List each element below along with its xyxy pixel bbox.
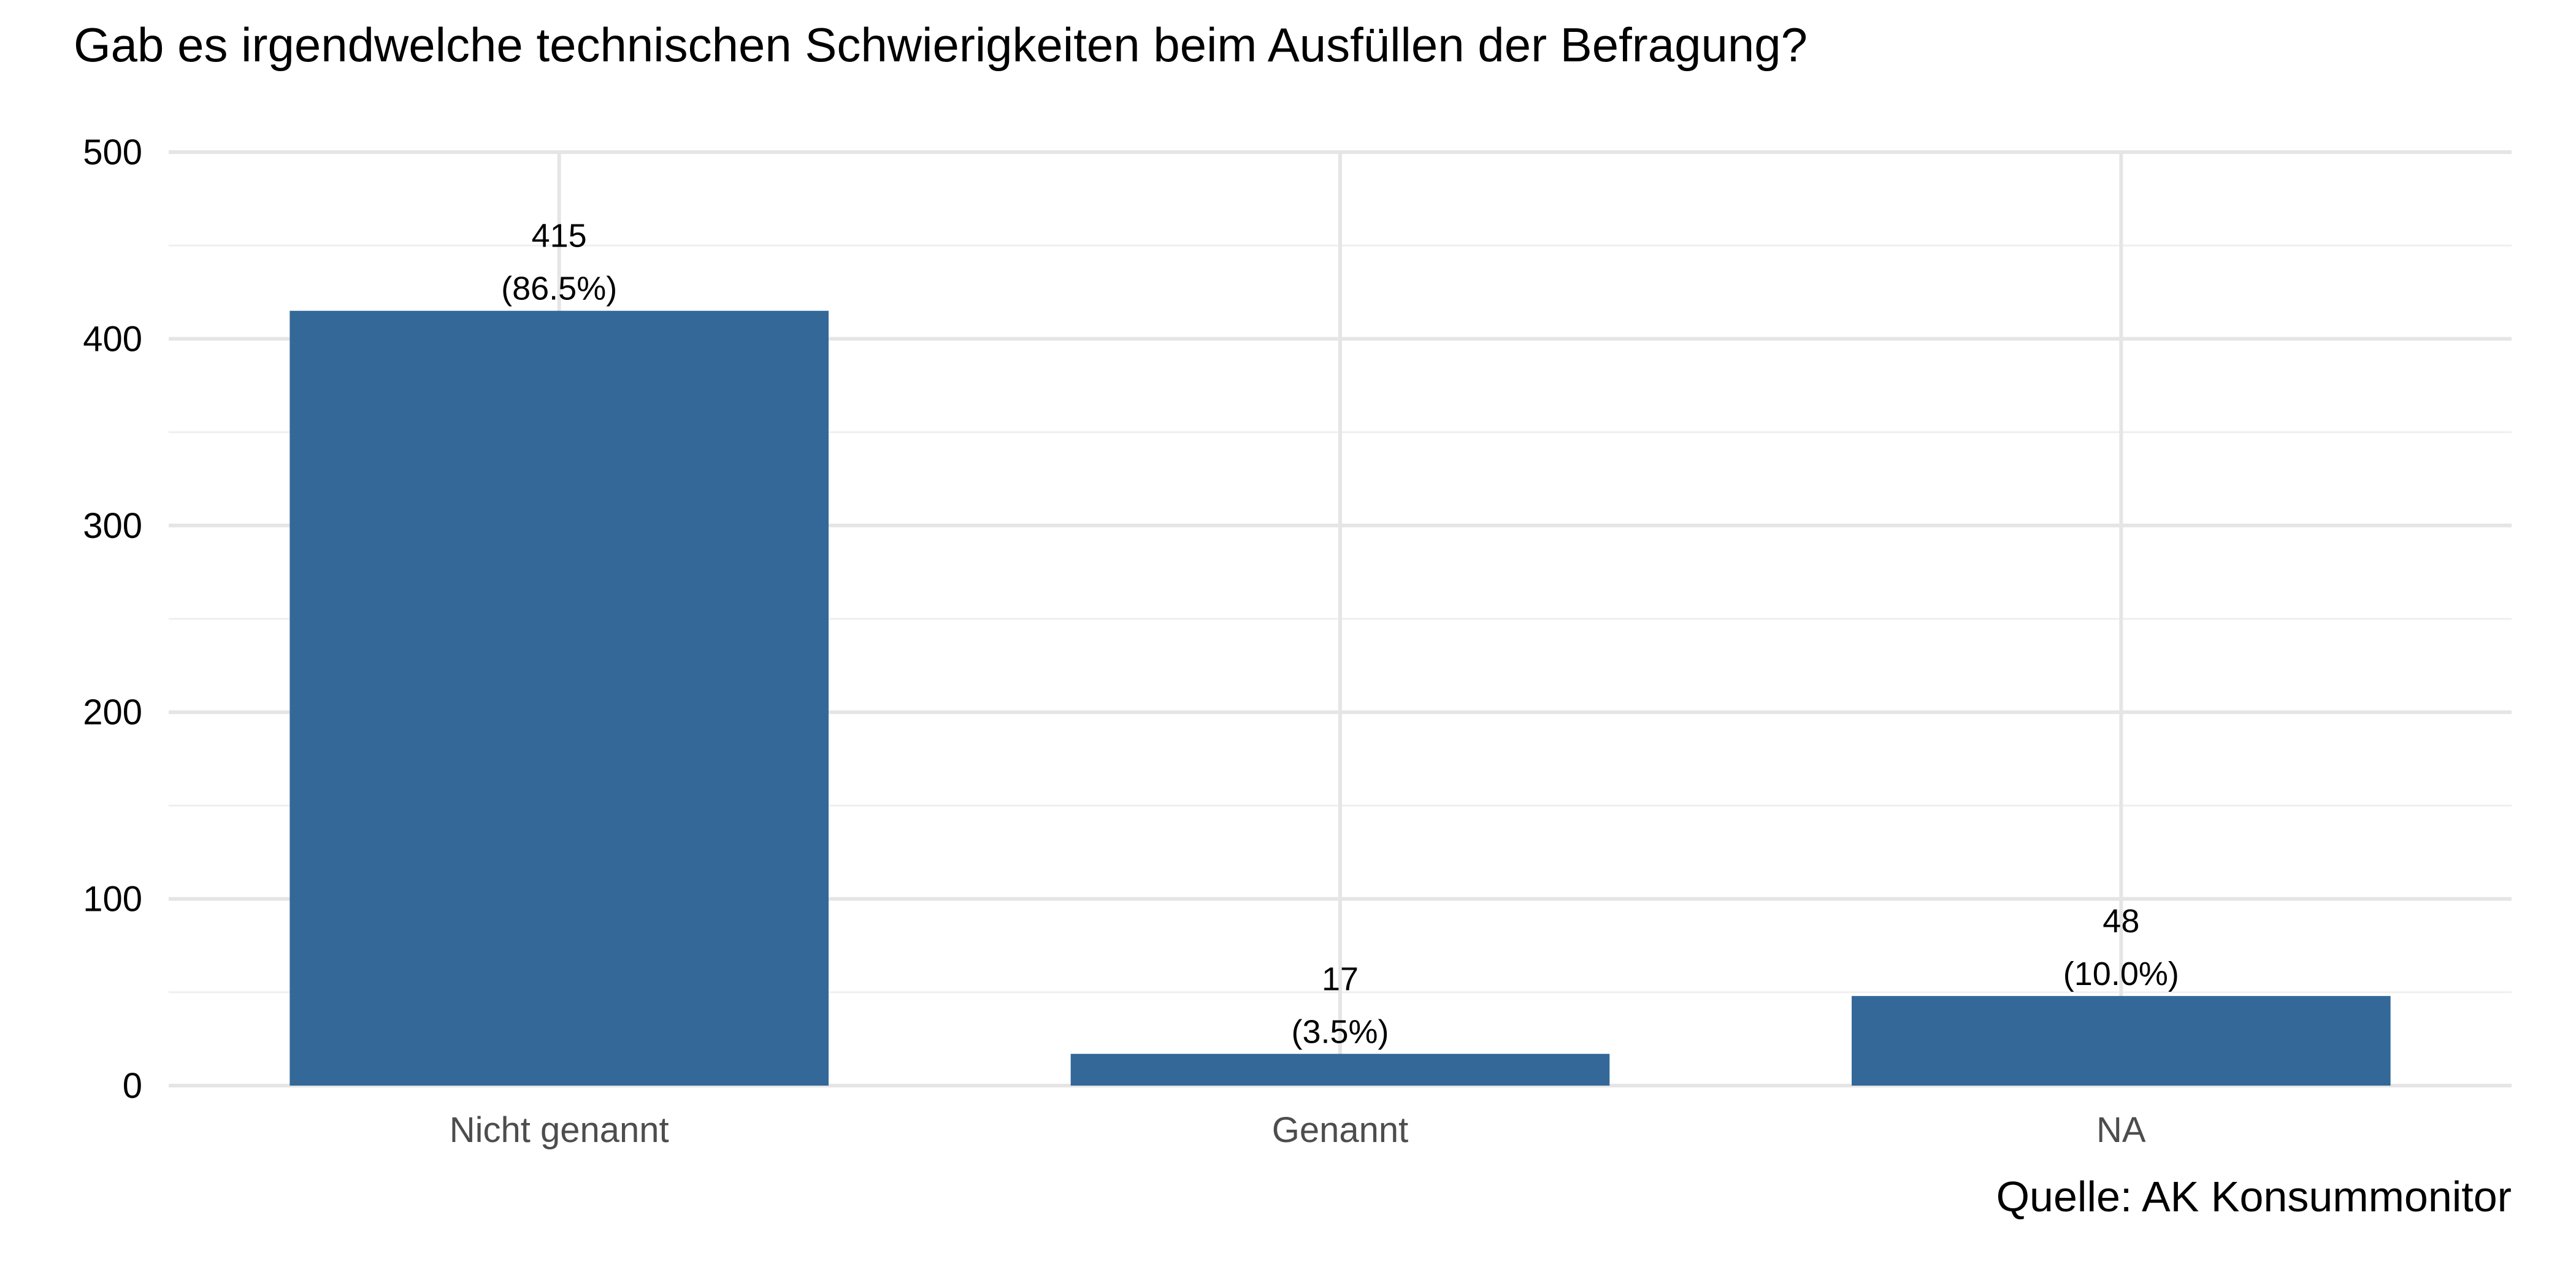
x-category-label: Nicht genannt — [450, 1110, 669, 1150]
chart-title: Gab es irgendwelche technischen Schwieri… — [74, 18, 1807, 72]
bar-percent-label: (10.0%) — [2063, 956, 2179, 992]
bar-percent-label: (3.5%) — [1291, 1013, 1389, 1050]
x-category-label: Genannt — [1272, 1110, 1409, 1150]
y-tick-label: 100 — [83, 880, 142, 919]
bars — [289, 310, 2391, 1086]
bar-value-label: 415 — [532, 218, 587, 255]
x-axis-category-labels: Nicht genannt Genannt NA — [450, 1110, 2146, 1150]
y-tick-label: 500 — [83, 132, 142, 172]
bar-value-label: 48 — [2103, 903, 2139, 940]
data-labels: 415 (86.5%) 17 (3.5%) 48 (10.0%) — [501, 218, 2179, 1051]
bar — [289, 310, 829, 1086]
bar — [1852, 995, 2391, 1086]
chart-caption: Quelle: AK Konsummonitor — [1996, 1173, 2512, 1221]
y-axis-tick-labels: 0 100 200 300 400 500 — [83, 132, 142, 1106]
y-tick-label: 300 — [83, 506, 142, 546]
bar-percent-label: (86.5%) — [501, 270, 617, 307]
y-tick-label: 0 — [123, 1066, 142, 1106]
x-category-label: NA — [2096, 1110, 2146, 1150]
bar — [1070, 1054, 1610, 1086]
y-tick-label: 200 — [83, 692, 142, 732]
bar-value-label: 17 — [1322, 960, 1359, 997]
y-tick-label: 400 — [83, 319, 142, 359]
